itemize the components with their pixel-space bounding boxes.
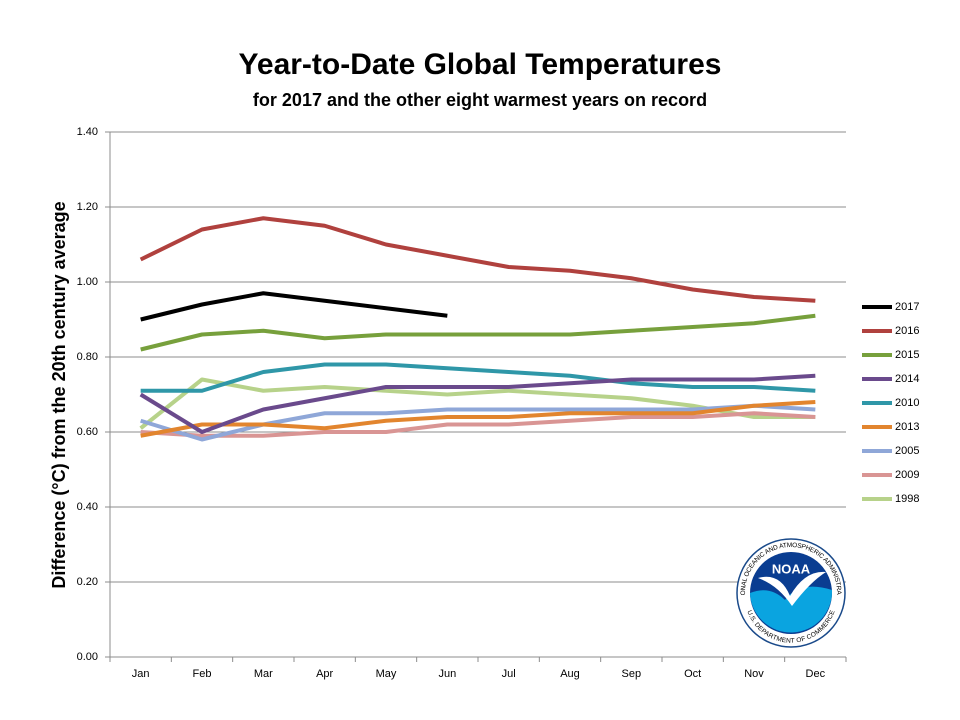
chart-subtitle: for 2017 and the other eight warmest yea… <box>253 90 707 110</box>
legend-label: 2016 <box>895 325 919 337</box>
x-tick-label: Dec <box>806 668 826 680</box>
series-line <box>140 291 448 322</box>
series-line <box>140 362 816 393</box>
legend-label: 2005 <box>895 445 919 457</box>
y-tick-label: 0.40 <box>77 501 98 513</box>
x-tick-label: Oct <box>684 668 701 680</box>
y-tick-label: 1.00 <box>77 276 98 288</box>
legend-label: 1998 <box>895 493 919 505</box>
x-tick-label: Sep <box>622 668 642 680</box>
legend-label: 2015 <box>895 349 919 361</box>
legend-label: 2010 <box>895 397 919 409</box>
x-tick-label: Mar <box>254 668 273 680</box>
y-tick-label: 0.60 <box>77 426 98 438</box>
legend-label: 2017 <box>895 301 919 313</box>
x-tick-label: Apr <box>316 668 333 680</box>
series-line <box>139 373 816 434</box>
series-line <box>139 216 816 303</box>
y-tick-label: 0.20 <box>77 576 98 588</box>
legend-label: 2014 <box>895 373 919 385</box>
series-line <box>140 403 816 442</box>
x-tick-label: Aug <box>560 668 580 680</box>
x-tick-label: Feb <box>193 668 212 680</box>
x-tick-label: Jun <box>438 668 456 680</box>
x-tick-label: May <box>376 668 397 680</box>
y-tick-label: 1.40 <box>77 126 98 138</box>
x-tick-label: Nov <box>744 668 764 680</box>
logo-text: NOAA <box>772 561 811 576</box>
series-line <box>140 313 816 352</box>
y-tick-label: 0.80 <box>77 351 98 363</box>
y-axis-label: Difference (°C) from the 20th century av… <box>49 201 69 588</box>
chart-title: Year-to-Date Global Temperatures <box>239 48 722 81</box>
logo-bird <box>758 571 826 606</box>
x-tick-label: Jan <box>132 668 150 680</box>
series-line <box>140 411 816 438</box>
series-line <box>140 400 816 438</box>
legend-label: 2009 <box>895 469 919 481</box>
x-tick-label: Jul <box>502 668 516 680</box>
logo-wave <box>750 586 833 633</box>
legend-label: 2013 <box>895 421 919 433</box>
y-tick-label: 0.00 <box>77 651 98 663</box>
y-tick-label: 1.20 <box>77 201 98 213</box>
